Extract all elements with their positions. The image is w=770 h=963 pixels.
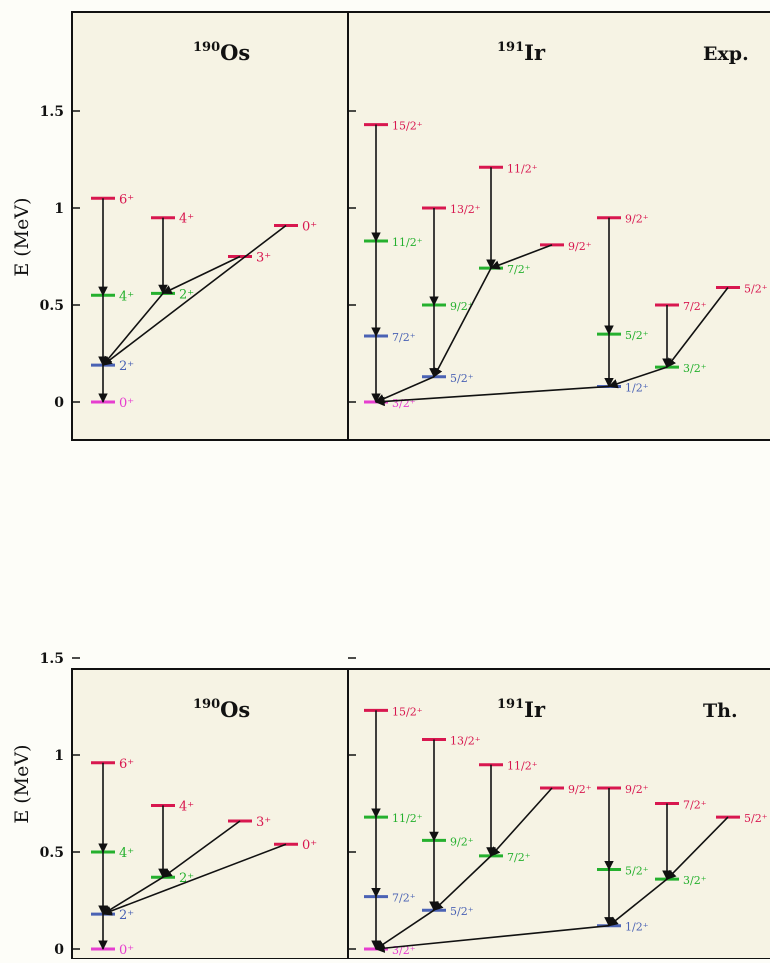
os-transition-exc0-g2 xyxy=(102,224,287,366)
os-level-label: 2⁺ xyxy=(179,287,194,302)
ir-transition-b5-a3 xyxy=(375,376,435,403)
os-transition-gam3-gam2 xyxy=(162,820,241,878)
ir-level-label: 5/2⁺ xyxy=(625,864,649,877)
ir-level-label: 7/2⁺ xyxy=(392,331,416,344)
ir-level-label: 9/2⁺ xyxy=(568,240,592,253)
ir-level-label: 7/2⁺ xyxy=(507,851,531,864)
y-tick-label: 1.5 xyxy=(40,104,64,120)
y-tick-label: 1 xyxy=(54,748,64,764)
ir-transition-e3-d1 xyxy=(608,878,668,927)
os-transition-gam2-g2 xyxy=(102,876,164,915)
ir-level-label: 15/2⁺ xyxy=(392,120,423,133)
os-level-label: 4⁺ xyxy=(119,846,134,861)
os-level-label: 4⁺ xyxy=(119,289,134,304)
ir-level-label: 9/2⁺ xyxy=(625,783,649,796)
panel-tag: Th. xyxy=(703,700,738,722)
ir-level-label: 9/2⁺ xyxy=(450,835,474,848)
y-tick-label: 1 xyxy=(54,201,64,217)
ir-level-label: 7/2⁺ xyxy=(683,300,707,313)
ir-transition-c7-b5 xyxy=(433,267,492,378)
ir-level-label: 11/2⁺ xyxy=(507,760,538,773)
ir-level-label: 7/2⁺ xyxy=(507,263,531,276)
os-level-label: 2⁺ xyxy=(119,359,134,374)
frame-os xyxy=(71,668,349,960)
ir-transition-c9-c7 xyxy=(490,787,553,857)
os-level-label: 0⁺ xyxy=(119,396,134,411)
ir-transition-e3-d1 xyxy=(608,366,668,389)
frame-os xyxy=(71,11,349,441)
os-transition-gam3-gam2 xyxy=(162,255,241,295)
ir-level-label: 5/2⁺ xyxy=(625,329,649,342)
ir-level-label: 13/2⁺ xyxy=(450,734,481,747)
ir-level-label: 9/2⁺ xyxy=(568,783,592,796)
y-axis-label: E (MeV) xyxy=(11,745,33,824)
os-level-label: 4⁺ xyxy=(179,799,194,814)
ir-transition-d1-a3 xyxy=(375,385,610,407)
frame-ir xyxy=(347,668,770,960)
y-tick-label: 1.5 xyxy=(40,651,64,667)
ir-level-label: 5/2⁺ xyxy=(744,283,768,296)
ir-level-label: 7/2⁺ xyxy=(392,892,416,905)
nucleus-title-ir: 191Ir xyxy=(497,40,546,65)
y-axis-label: E (MeV) xyxy=(11,198,33,277)
os-level-label: 0⁺ xyxy=(302,219,317,234)
os-level-label: 2⁺ xyxy=(119,908,134,923)
ir-level-label: 7/2⁺ xyxy=(683,799,707,812)
element-symbol: Ir xyxy=(524,697,546,722)
y-tick-label: 0.5 xyxy=(40,298,64,314)
ir-level-label: 1/2⁺ xyxy=(625,921,649,934)
ir-level-label: 11/2⁺ xyxy=(392,236,423,249)
ir-transition-c7-b5 xyxy=(433,855,492,911)
nucleus-title-os: 190Os xyxy=(193,40,250,65)
panel-tag: Exp. xyxy=(703,43,749,65)
ir-transition-c9-c7 xyxy=(490,244,553,270)
ir-transition-b5-a3 xyxy=(375,909,435,950)
ir-level-label: 11/2⁺ xyxy=(507,162,538,175)
nucleus-title-ir: 191Ir xyxy=(497,697,546,722)
os-level-label: 0⁺ xyxy=(302,838,317,853)
os-level-label: 6⁺ xyxy=(119,192,134,207)
y-tick-label: 0.5 xyxy=(40,845,64,861)
element-symbol: Os xyxy=(220,40,250,65)
os-level-label: 4⁺ xyxy=(179,212,194,227)
os-transition-exc0-g2 xyxy=(102,843,287,916)
nucleus-title-os: 190Os xyxy=(193,697,250,722)
os-level-label: 3⁺ xyxy=(256,815,271,830)
element-symbol: Ir xyxy=(524,40,546,65)
mass-number: 191 xyxy=(497,697,524,712)
frame-ir xyxy=(347,11,770,441)
ir-level-label: 9/2⁺ xyxy=(625,213,649,226)
ir-level-label: 11/2⁺ xyxy=(392,812,423,825)
ir-level-label: 3/2⁺ xyxy=(683,874,707,887)
element-symbol: Os xyxy=(220,697,250,722)
ir-level-label: 5/2⁺ xyxy=(450,905,474,918)
os-level-label: 6⁺ xyxy=(119,757,134,772)
panel-exp: 0 0.5 1 1.5 E (MeV) 190Os 191Ir Exp. 0⁺ 2⁺ 4⁺ 6⁺ 2⁺ 4… xyxy=(11,11,770,441)
ir-transition-f5-e3 xyxy=(666,816,729,880)
ir-level-label: 9/2⁺ xyxy=(450,300,474,313)
os-level-label: 3⁺ xyxy=(256,251,271,266)
ir-level-label: 5/2⁺ xyxy=(450,372,474,385)
ir-transition-f5-e3 xyxy=(666,287,729,368)
os-level-label: 2⁺ xyxy=(179,871,194,886)
y-tick-label: 0 xyxy=(54,395,64,411)
ir-transition-d1-a3 xyxy=(375,924,610,953)
y-tick-label: 0 xyxy=(54,942,64,958)
ir-level-label: 3/2⁺ xyxy=(683,362,707,375)
ir-level-label: 5/2⁺ xyxy=(744,812,768,825)
ir-level-label: 1/2⁺ xyxy=(625,381,649,394)
panel-th: 0 0.5 1 1.5 E (MeV) 190Os 191Ir Th. 0⁺ 2⁺ 4⁺ 6⁺ 2⁺ 4⁺… xyxy=(11,651,770,960)
os-transition-gam2-g2 xyxy=(102,292,164,366)
mass-number: 190 xyxy=(193,697,220,712)
os-level-label: 0⁺ xyxy=(119,943,134,958)
ir-level-label: 15/2⁺ xyxy=(392,705,423,718)
mass-number: 190 xyxy=(193,40,220,55)
mass-number: 191 xyxy=(497,40,524,55)
ir-level-label: 13/2⁺ xyxy=(450,203,481,216)
